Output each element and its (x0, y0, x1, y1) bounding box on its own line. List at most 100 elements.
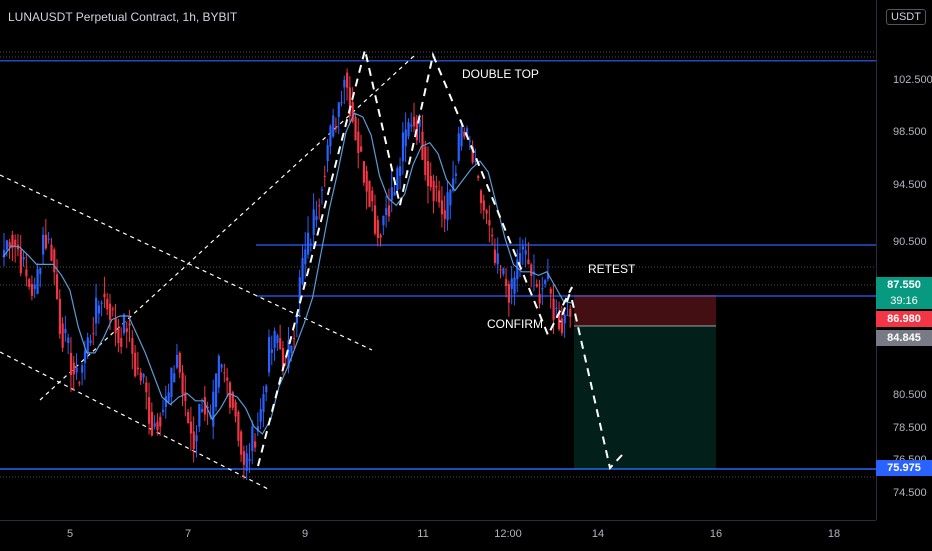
candle-body (92, 333, 95, 335)
chart-title[interactable]: LUNAUSDT Perpetual Contract, 1h, BYBIT (8, 10, 238, 24)
candle-body (245, 453, 248, 471)
candle-body (298, 277, 301, 304)
candle-body (449, 189, 452, 206)
candle-body (265, 385, 268, 393)
candle-body (323, 175, 326, 177)
candle-body (443, 210, 446, 219)
candle-body (507, 284, 511, 303)
candle-body (226, 377, 229, 381)
candle-body (382, 215, 385, 226)
currency-selector[interactable]: USDT (886, 9, 926, 25)
candle-body (136, 367, 140, 370)
candle-body (385, 208, 388, 216)
candle-body (89, 340, 92, 344)
candle-body (134, 352, 137, 377)
candle-body (212, 391, 215, 427)
candle-body (549, 288, 552, 294)
price-tick: 78.500 (893, 422, 927, 434)
candle-body (14, 239, 17, 247)
candle-body (248, 458, 251, 462)
candle-body (479, 190, 483, 204)
price-axis[interactable] (876, 0, 932, 520)
price-tick: 94.500 (893, 179, 927, 191)
candle-body (368, 180, 371, 207)
time-tick: 12:00 (494, 528, 522, 540)
time-tick: 7 (184, 528, 192, 540)
stop-price-badge: 86.980 (876, 311, 932, 327)
candle-body (454, 173, 458, 176)
candle-body (410, 124, 413, 127)
candle-body (120, 338, 123, 347)
time-tick: 16 (709, 528, 723, 540)
candle-body (19, 249, 22, 274)
candle-body (371, 190, 374, 202)
candle-body (513, 277, 516, 294)
candle-body (287, 340, 290, 368)
candle-body (290, 345, 293, 353)
candle-body (318, 205, 321, 207)
candle-body (69, 352, 73, 376)
candle-body (555, 307, 558, 309)
candle-body (488, 220, 491, 226)
candle-body (187, 411, 190, 424)
price-chart[interactable] (0, 0, 876, 520)
candle-body (270, 349, 273, 353)
candle-body (145, 382, 148, 393)
candle-body (337, 102, 340, 117)
candle-body (273, 330, 276, 348)
candle-body (312, 209, 315, 235)
price-tick: 74.500 (893, 487, 927, 499)
candle-body (100, 302, 103, 304)
time-tick: 11 (417, 528, 429, 540)
candle-body (387, 205, 391, 217)
retest-label: RETEST (588, 262, 636, 276)
candle-body (206, 406, 209, 409)
candle-body (281, 347, 285, 370)
candle-body (558, 313, 561, 330)
confirm-label: CONFIRM (487, 317, 543, 331)
candle-body (53, 249, 56, 273)
candle-body (496, 253, 499, 265)
candle-body (128, 323, 131, 326)
candle-body (201, 409, 204, 412)
candle-body (519, 253, 522, 265)
candle-body (432, 180, 435, 201)
candle-body (544, 280, 547, 285)
target-price-badge: 75.975 (876, 460, 932, 476)
candle-body (237, 411, 240, 441)
candle-body (203, 397, 207, 415)
candle-body (357, 131, 360, 153)
candle-body (569, 308, 572, 317)
candle-body (228, 382, 232, 408)
time-axis[interactable] (0, 520, 876, 551)
candle-body (173, 373, 176, 383)
candle-body (348, 87, 352, 117)
projection-path (571, 299, 623, 471)
candle-body (309, 243, 313, 245)
candle-body (106, 298, 109, 310)
chart-area[interactable]: LUNAUSDT Perpetual Contract, 1h, BYBIT D… (0, 0, 876, 520)
stop-zone (574, 295, 716, 326)
candle-body (446, 192, 449, 221)
candle-body (198, 403, 201, 427)
candle-body (170, 367, 173, 398)
candle-body (440, 200, 444, 215)
candle-body (153, 423, 156, 427)
candle-body (30, 284, 34, 296)
candle-body (530, 264, 533, 277)
entry-price-badge: 84.845 (876, 330, 932, 346)
candle-body (61, 323, 64, 348)
candle-body (360, 146, 363, 152)
candle-body (195, 435, 198, 442)
candle-body (284, 357, 287, 359)
candle-body (189, 421, 193, 434)
candle-body (376, 220, 379, 239)
time-tick: 9 (301, 528, 309, 540)
candle-body (167, 392, 170, 403)
candle-body (5, 240, 8, 250)
candle-body (114, 318, 117, 334)
candle-body (75, 367, 78, 373)
candle-body (86, 337, 89, 353)
candle-body (103, 293, 106, 298)
candle-body (320, 189, 324, 191)
